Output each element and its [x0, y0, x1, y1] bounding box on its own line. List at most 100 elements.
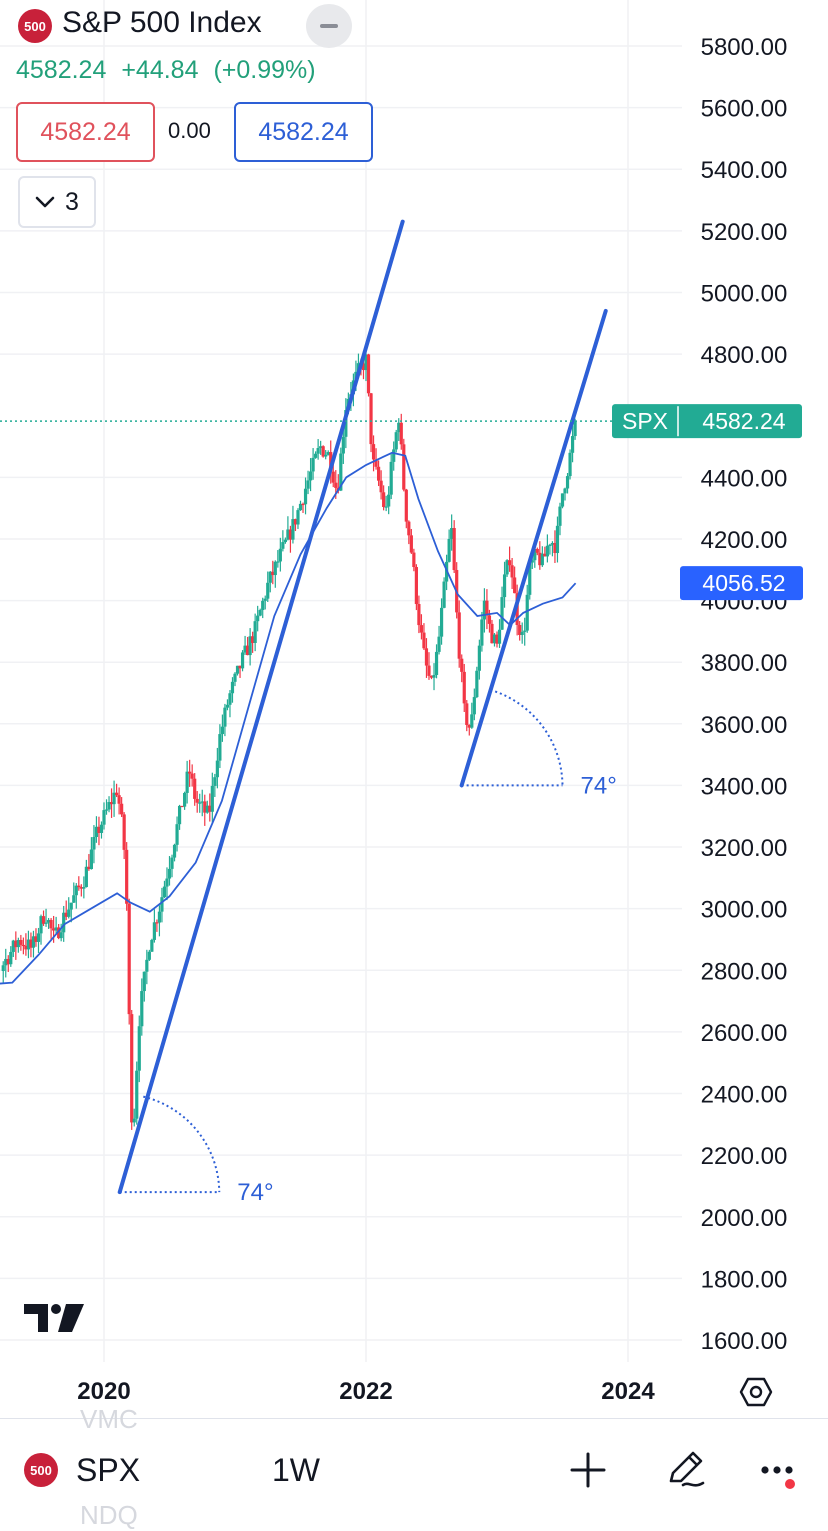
candle-body	[523, 630, 527, 632]
candle-body	[235, 665, 240, 674]
candle-body	[510, 565, 514, 578]
time-tick-label: 2022	[339, 1378, 392, 1405]
candle-body	[188, 771, 192, 774]
candle-body	[452, 528, 456, 570]
candle-body	[64, 912, 68, 917]
candle-body	[487, 615, 492, 624]
candle-body	[87, 866, 91, 870]
angle-arc[interactable]	[490, 688, 564, 786]
time-axis[interactable]: 2020 2022 2024	[77, 1378, 655, 1405]
ma-value-badge[interactable]	[680, 566, 803, 601]
candle-body	[497, 629, 502, 644]
price-tick-label: 4200.00	[701, 527, 788, 554]
candle-body	[437, 636, 441, 652]
price-tick-label: 2800.00	[701, 958, 788, 985]
price-axis[interactable]: 5800.00 5600.00 5400.00 5200.00 5000.00 4800.…	[612, 34, 803, 1355]
angle-label: 74°	[581, 772, 617, 799]
candle-body	[480, 619, 484, 646]
price-tick-label: 2600.00	[701, 1020, 788, 1047]
candle-body	[99, 824, 104, 833]
last-price-value: 4582.24	[702, 408, 785, 434]
candle-body	[550, 542, 555, 545]
candle-body	[21, 944, 25, 947]
drawings-layer[interactable]: 74° 74°	[0, 219, 617, 1207]
price-tick-label: 1600.00	[701, 1328, 788, 1355]
candle-body	[258, 610, 262, 616]
price-tick-label: 5000.00	[701, 280, 788, 307]
candle-body	[155, 922, 159, 924]
indicators-toggle-button[interactable]: 3	[18, 176, 96, 228]
bottom-symbol-logo-badge[interactable]: 500	[24, 1453, 58, 1487]
candle-body	[238, 665, 242, 669]
candle-body	[432, 674, 436, 678]
candle-body	[14, 940, 18, 948]
candle-body	[502, 574, 507, 598]
candle-body	[528, 562, 532, 595]
chevron-down-icon	[35, 196, 55, 208]
candle-body	[553, 542, 557, 554]
candle-body	[331, 471, 335, 483]
candle-body	[82, 887, 86, 889]
plus-icon	[570, 1452, 606, 1488]
candle-body	[210, 785, 214, 812]
candle-body	[72, 895, 76, 903]
symbol-logo-text: 500	[24, 18, 46, 34]
trendline[interactable]	[459, 308, 608, 788]
price-tick-label: 3000.00	[701, 897, 788, 924]
candle-body	[26, 939, 31, 950]
candle-body	[518, 624, 522, 635]
candle-body	[127, 903, 131, 1015]
price-change: +44.84	[121, 56, 199, 84]
candle-body	[573, 421, 577, 437]
candle-body	[160, 897, 164, 912]
candle-body	[303, 488, 308, 505]
candle-body	[286, 529, 290, 540]
candle-body	[261, 600, 265, 611]
price-tick-label: 5400.00	[701, 157, 788, 184]
moving-average-layer	[0, 451, 577, 985]
candle-body	[248, 636, 252, 656]
symbol-selector[interactable]: SPX	[76, 1452, 141, 1488]
add-button[interactable]	[568, 1450, 608, 1490]
price-tick-label: 3400.00	[701, 773, 788, 800]
candle-body	[308, 471, 313, 481]
last-price: 4582.24	[16, 56, 107, 84]
candle-body	[114, 792, 119, 796]
pen-icon	[669, 1451, 705, 1487]
tradingview-logo-icon	[24, 1304, 84, 1332]
candle-body	[457, 612, 461, 659]
candle-body	[31, 936, 36, 948]
candle-body	[1, 965, 5, 972]
more-options-button[interactable]	[760, 1455, 800, 1485]
candle-body	[366, 354, 371, 394]
chart-settings-icon[interactable]	[738, 1374, 774, 1410]
candle-body	[198, 802, 202, 804]
price-tick-label: 5600.00	[701, 96, 788, 123]
candle-body	[67, 909, 71, 917]
candle-body	[424, 648, 429, 666]
drawing-tools-button[interactable]	[662, 1446, 708, 1492]
symbol-title[interactable]: S&P 500 Index	[62, 6, 262, 39]
price-chart[interactable]: 74°74° 5800.005600.005400.005200.005000.…	[0, 0, 828, 1418]
candle-body	[311, 457, 315, 472]
candle-body	[298, 503, 303, 511]
candle-body	[334, 482, 338, 488]
minimize-legend-button[interactable]	[306, 4, 352, 48]
last-price-symbol: SPX	[622, 408, 668, 434]
candle-body	[180, 805, 184, 808]
last-price-badge[interactable]	[612, 404, 802, 439]
trendline[interactable]	[117, 219, 405, 1195]
price-tick-label: 5200.00	[701, 219, 788, 246]
candle-body	[150, 939, 154, 952]
interval-selector[interactable]: 1W	[272, 1452, 320, 1488]
candle-body	[74, 885, 78, 896]
angle-arc[interactable]	[143, 1095, 221, 1193]
candle-body	[460, 658, 464, 672]
candle-body	[46, 919, 51, 923]
sell-button[interactable]: 4582.24	[16, 102, 155, 162]
candle-body	[376, 466, 381, 481]
candle-body	[525, 594, 529, 631]
candle-body	[125, 849, 129, 904]
buy-button[interactable]: 4582.24	[234, 102, 373, 162]
minus-icon	[320, 24, 338, 28]
